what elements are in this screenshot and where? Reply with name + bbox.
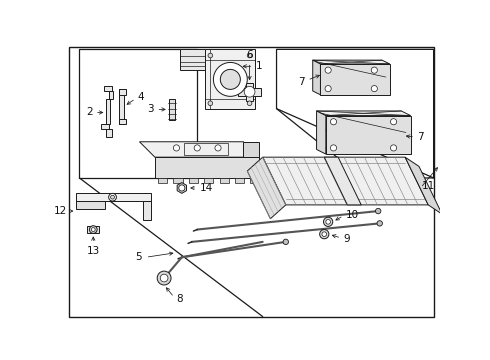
Circle shape xyxy=(391,119,397,125)
Text: 11: 11 xyxy=(422,181,435,192)
Circle shape xyxy=(322,232,327,237)
Circle shape xyxy=(375,208,381,214)
Polygon shape xyxy=(79,49,197,178)
Polygon shape xyxy=(169,99,175,120)
Polygon shape xyxy=(140,142,259,157)
Polygon shape xyxy=(205,49,255,109)
Circle shape xyxy=(325,67,331,73)
Polygon shape xyxy=(119,89,125,95)
Polygon shape xyxy=(324,157,361,205)
Circle shape xyxy=(215,145,221,151)
Text: 10: 10 xyxy=(346,210,359,220)
Text: 3: 3 xyxy=(147,104,154,114)
Polygon shape xyxy=(87,226,99,233)
Circle shape xyxy=(111,195,115,199)
Polygon shape xyxy=(76,201,105,209)
Text: 2: 2 xyxy=(86,108,93,117)
Circle shape xyxy=(371,86,377,92)
Polygon shape xyxy=(244,142,259,157)
Circle shape xyxy=(283,239,289,244)
Circle shape xyxy=(109,193,117,201)
Polygon shape xyxy=(76,193,151,201)
Polygon shape xyxy=(220,178,229,183)
Circle shape xyxy=(208,101,213,105)
Polygon shape xyxy=(119,89,124,124)
Polygon shape xyxy=(177,183,187,193)
Circle shape xyxy=(214,62,247,96)
Polygon shape xyxy=(69,47,434,316)
Circle shape xyxy=(244,86,255,97)
Text: 12: 12 xyxy=(54,206,67,216)
Circle shape xyxy=(325,86,331,92)
Text: 9: 9 xyxy=(343,234,350,244)
Circle shape xyxy=(91,228,95,231)
Circle shape xyxy=(157,271,171,285)
Circle shape xyxy=(330,145,337,151)
Polygon shape xyxy=(158,178,167,183)
Circle shape xyxy=(247,53,252,58)
Polygon shape xyxy=(263,157,428,205)
Polygon shape xyxy=(313,60,390,64)
Text: 6: 6 xyxy=(246,50,253,60)
Polygon shape xyxy=(106,99,110,124)
Polygon shape xyxy=(238,83,261,101)
Text: 7: 7 xyxy=(298,77,305,87)
Polygon shape xyxy=(104,86,112,91)
Polygon shape xyxy=(405,157,442,214)
Polygon shape xyxy=(250,178,260,183)
Circle shape xyxy=(160,274,168,282)
Polygon shape xyxy=(317,111,411,116)
Polygon shape xyxy=(109,91,113,99)
Polygon shape xyxy=(247,157,286,219)
Text: 7: 7 xyxy=(417,132,424,142)
Polygon shape xyxy=(143,201,151,220)
Circle shape xyxy=(377,221,382,226)
Text: 4: 4 xyxy=(137,92,144,102)
Circle shape xyxy=(247,101,252,105)
Text: 8: 8 xyxy=(176,294,183,304)
Polygon shape xyxy=(204,178,214,183)
Polygon shape xyxy=(276,49,434,178)
Circle shape xyxy=(194,145,200,151)
Polygon shape xyxy=(119,119,125,124)
Circle shape xyxy=(323,217,333,226)
Circle shape xyxy=(89,226,97,233)
Circle shape xyxy=(220,69,240,89)
Text: 13: 13 xyxy=(87,247,100,256)
Circle shape xyxy=(179,185,185,191)
Polygon shape xyxy=(189,178,198,183)
Polygon shape xyxy=(155,157,259,178)
Polygon shape xyxy=(235,178,244,183)
Text: 14: 14 xyxy=(199,183,213,193)
Polygon shape xyxy=(317,111,326,154)
Polygon shape xyxy=(320,64,390,95)
Text: 5: 5 xyxy=(135,252,142,262)
Polygon shape xyxy=(101,124,109,130)
Circle shape xyxy=(391,145,397,151)
Circle shape xyxy=(319,230,329,239)
Circle shape xyxy=(330,119,337,125)
Text: 1: 1 xyxy=(256,61,262,71)
Circle shape xyxy=(371,67,377,73)
Polygon shape xyxy=(313,60,320,95)
Polygon shape xyxy=(326,116,411,154)
Circle shape xyxy=(173,145,179,151)
Circle shape xyxy=(208,53,213,58)
Polygon shape xyxy=(173,178,183,183)
Polygon shape xyxy=(179,49,205,70)
Circle shape xyxy=(326,220,330,224)
Polygon shape xyxy=(106,130,112,137)
